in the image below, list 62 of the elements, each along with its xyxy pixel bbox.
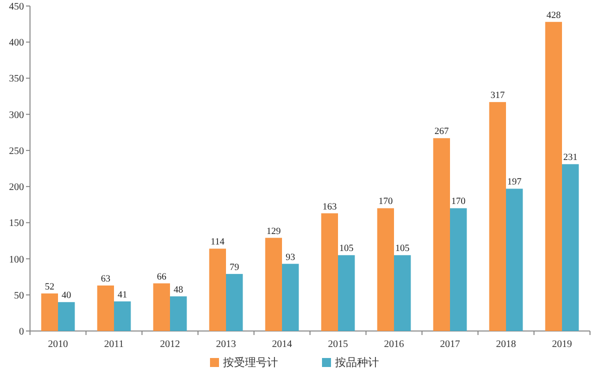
x-tick-label: 2019 <box>552 339 572 350</box>
y-tick-label: 300 <box>9 110 24 121</box>
bar <box>265 238 282 331</box>
bar <box>377 208 394 331</box>
x-tick-label: 2010 <box>48 339 68 350</box>
x-tick-label: 2014 <box>272 339 292 350</box>
y-tick-label: 150 <box>9 218 24 230</box>
bar <box>114 301 131 331</box>
bar <box>97 286 114 331</box>
x-tick-label: 2012 <box>160 339 180 350</box>
data-label: 163 <box>322 202 337 212</box>
bar <box>562 164 579 331</box>
x-tick-label: 2018 <box>496 339 516 350</box>
bar <box>321 213 338 331</box>
bar <box>338 255 355 331</box>
x-tick-label: 2016 <box>384 339 404 350</box>
data-label: 40 <box>62 291 72 302</box>
x-tick-label: 2015 <box>328 339 348 350</box>
bar <box>545 22 562 331</box>
bar <box>209 248 226 331</box>
y-tick-label: 100 <box>9 254 24 266</box>
data-label: 105 <box>339 244 354 254</box>
data-label: 114 <box>210 238 225 248</box>
y-tick-label: 0 <box>19 326 24 338</box>
bar <box>450 208 467 331</box>
x-tick-label: 2017 <box>440 339 460 350</box>
bar <box>170 296 187 331</box>
bar <box>394 255 411 331</box>
data-label: 79 <box>230 262 240 273</box>
data-label: 66 <box>156 272 167 282</box>
y-tick-label: 200 <box>9 182 24 194</box>
bar <box>489 102 506 331</box>
data-label: 428 <box>546 10 561 21</box>
bar <box>58 302 75 331</box>
y-tick-label: 50 <box>14 290 24 302</box>
data-label: 93 <box>286 252 296 263</box>
data-label: 48 <box>174 285 184 296</box>
bar <box>506 188 523 331</box>
data-label: 197 <box>507 178 522 188</box>
data-label: 63 <box>100 274 111 284</box>
data-label: 231 <box>563 153 578 164</box>
x-tick-label: 2013 <box>216 339 236 350</box>
data-label: 41 <box>118 290 128 300</box>
bar <box>41 293 58 331</box>
y-tick-label: 350 <box>9 74 24 85</box>
data-label: 170 <box>451 197 466 208</box>
data-label: 105 <box>395 244 410 254</box>
data-label: 52 <box>44 282 55 292</box>
data-label: 317 <box>490 91 505 102</box>
data-label: 170 <box>378 197 393 208</box>
bar <box>153 283 170 331</box>
bar <box>433 138 450 331</box>
bar <box>282 264 299 331</box>
y-tick-label: 400 <box>9 38 24 49</box>
y-tick-label: 250 <box>9 146 24 157</box>
data-label: 129 <box>266 226 281 237</box>
x-tick-label: 2011 <box>104 339 124 350</box>
bar <box>226 274 243 331</box>
legend-label: 按受理号计 <box>223 356 278 369</box>
legend-label: 按品种计 <box>335 356 379 369</box>
y-tick-label: 450 <box>9 2 24 12</box>
data-label: 267 <box>434 127 449 138</box>
